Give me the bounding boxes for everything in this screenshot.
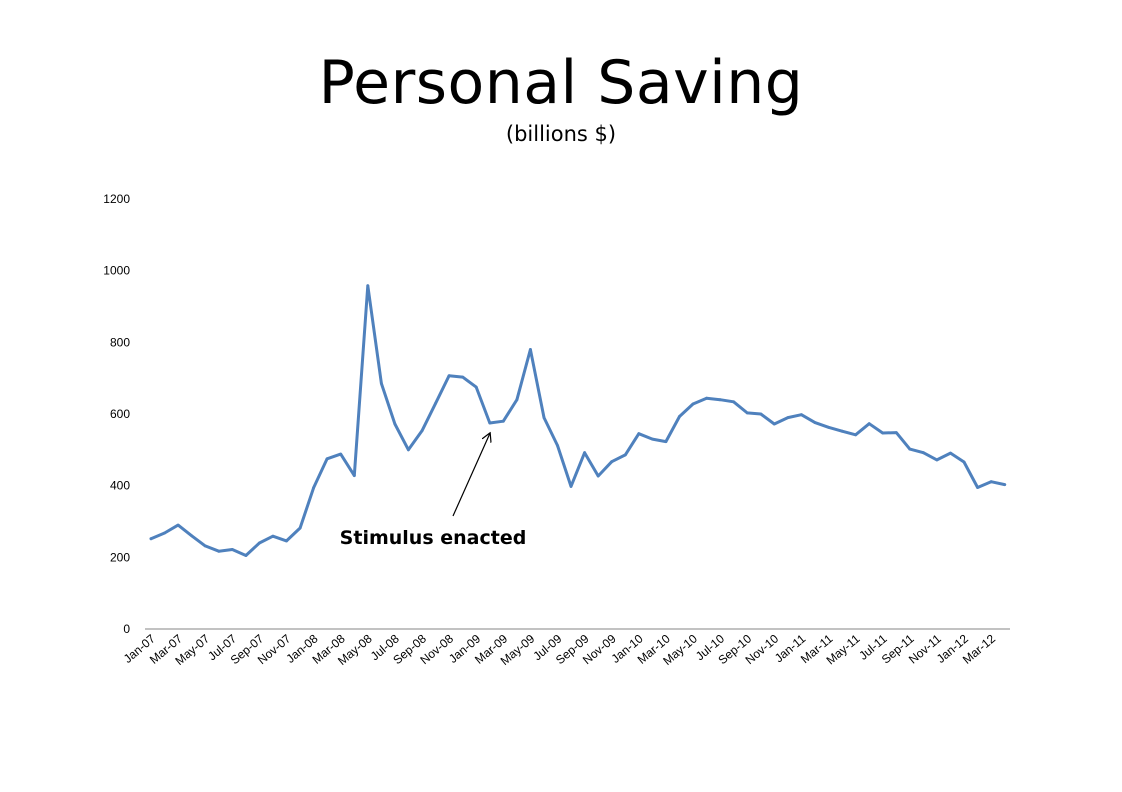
data-point	[488, 421, 492, 425]
data-point	[298, 526, 302, 530]
data-point	[935, 458, 939, 462]
y-axis: 0 200 400 600 800 1000 1200	[103, 192, 130, 636]
data-point	[230, 548, 234, 551]
data-point	[583, 451, 586, 455]
data-point	[271, 534, 275, 538]
data-point	[596, 474, 600, 478]
data-point	[352, 474, 356, 477]
data-point	[190, 534, 194, 538]
data-point	[949, 451, 952, 455]
data-point	[569, 485, 573, 488]
data-point	[244, 554, 248, 557]
data-point	[691, 402, 695, 406]
annotation-arrow	[452, 434, 490, 517]
data-point	[827, 425, 830, 429]
y-tick-label: 0	[123, 622, 130, 636]
data-point	[325, 457, 329, 461]
chart-subtitle: (billions $)	[505, 122, 617, 146]
data-point	[461, 375, 465, 379]
y-tick-label: 800	[110, 335, 130, 349]
chart-title: Personal Saving	[318, 48, 804, 118]
data-point	[664, 440, 668, 443]
data-point	[420, 429, 424, 433]
data-point	[176, 523, 180, 527]
y-tick-label: 1200	[103, 192, 130, 206]
series-layer	[149, 284, 1007, 557]
data-point	[786, 416, 790, 419]
data-point	[908, 447, 912, 451]
data-point	[772, 422, 776, 426]
y-tick-label: 1000	[103, 264, 130, 278]
data-point	[366, 284, 370, 288]
data-point	[651, 437, 654, 441]
data-point	[854, 433, 857, 437]
data-point	[867, 422, 871, 426]
data-point	[976, 486, 979, 489]
y-tick-label: 600	[110, 407, 130, 421]
data-point	[637, 432, 641, 436]
data-point	[203, 544, 207, 548]
data-point	[285, 539, 288, 543]
data-point	[610, 460, 614, 464]
data-point	[434, 401, 437, 405]
data-point	[989, 480, 993, 484]
data-point	[800, 413, 803, 417]
data-point	[1003, 483, 1007, 486]
data-point	[393, 422, 397, 426]
data-point	[474, 385, 478, 389]
data-point	[718, 398, 722, 402]
data-point	[732, 400, 735, 404]
data-point	[380, 382, 383, 385]
data-point	[881, 431, 885, 435]
data-point	[813, 421, 817, 424]
data-point	[258, 541, 261, 545]
data-point	[705, 396, 708, 400]
data-point	[759, 412, 763, 416]
data-point	[529, 348, 532, 351]
data-point	[447, 374, 451, 378]
annotation-layer: Stimulus enacted	[340, 434, 527, 549]
data-point	[149, 537, 153, 541]
data-point	[894, 431, 898, 434]
data-point	[515, 398, 519, 402]
y-tick-label: 400	[110, 479, 130, 493]
data-point	[312, 486, 315, 490]
x-axis: Jan-07Mar-07May-07Jul-07Sep-07Nov-07Jan-…	[121, 628, 1010, 668]
data-point	[556, 444, 559, 447]
data-point	[542, 416, 546, 419]
data-point	[407, 448, 410, 452]
data-point	[339, 452, 343, 456]
data-point	[678, 415, 681, 418]
data-point	[163, 531, 167, 535]
data-point	[745, 411, 749, 415]
data-point	[501, 419, 505, 423]
series-line	[149, 284, 1007, 557]
y-tick-label: 200	[110, 550, 130, 564]
annotation-label: Stimulus enacted	[340, 527, 527, 549]
data-point	[922, 451, 925, 455]
data-point	[840, 429, 844, 433]
data-point	[217, 549, 221, 553]
data-point	[962, 460, 966, 464]
data-point	[623, 453, 627, 457]
